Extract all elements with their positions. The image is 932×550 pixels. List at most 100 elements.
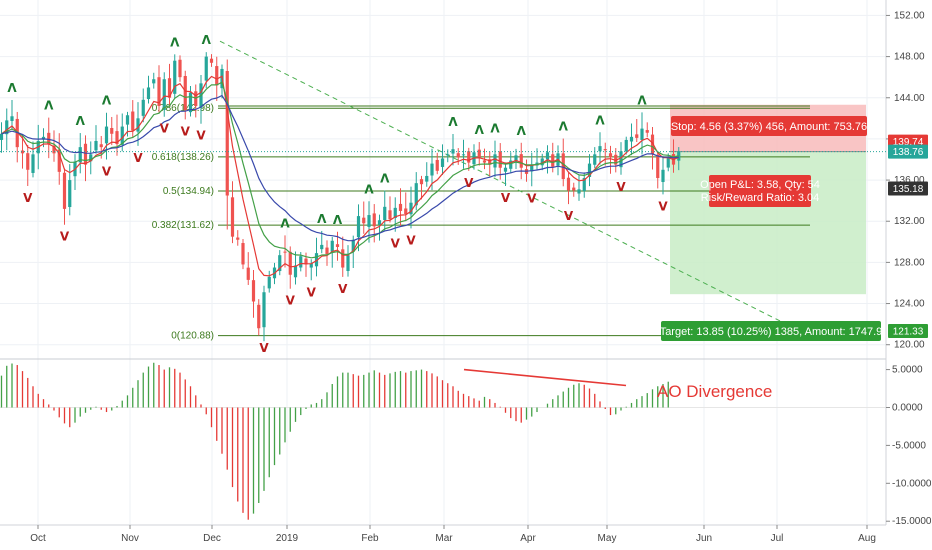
candle-body [493,154,497,168]
candle-body [57,149,61,172]
candle-body [299,256,303,268]
dashed-trendline[interactable] [219,40,806,334]
candle-body [31,154,35,173]
candle-body [509,160,513,169]
candle-body [136,118,140,132]
x-tick-label: Feb [361,533,379,544]
fractal-up-icon: Λ [595,113,605,127]
candle-body [430,163,434,176]
candle-body [209,58,214,63]
x-tick-label: Aug [858,533,876,544]
y-tick-label: 128.00 [894,257,925,268]
x-tick-label: Apr [520,533,536,544]
candle-body [383,206,387,221]
candle-body [157,77,161,106]
ao-divergence-annotation[interactable]: AO Divergence [463,368,772,401]
y-tick-label: 120.00 [894,340,925,351]
candle-body [619,151,623,168]
fractal-up-icon: Λ [76,114,86,128]
candle-body [89,154,93,162]
candle-body [0,133,4,140]
candle-body [320,244,324,250]
y-tick-label: 136.00 [894,175,925,186]
fractal-up-icon: Λ [317,212,327,226]
price-badge-label: 121.33 [893,327,924,338]
fractal-up-icon: Λ [333,213,343,227]
candle-body [152,79,156,84]
candle-body [414,183,418,206]
ao-tick-label: -15.0000 [892,516,932,527]
candle-body [167,78,172,98]
candle-body [356,216,361,238]
candle-body [99,144,103,148]
candle-body [582,178,586,191]
candle-body [367,215,371,227]
candle-body [293,265,298,278]
candle-body [20,150,25,154]
candle-body [204,56,208,81]
candle-body [178,59,182,78]
fractal-up-icon: Λ [475,123,485,137]
ao-divergence-label: AO Divergence [657,382,772,401]
stop-label: Stop: 4.56 (3.37%) 456, Amount: 753.76 [671,121,867,133]
candle-body [314,253,319,267]
candle-body [551,154,555,167]
ao-tick-label: -10.0000 [892,478,932,489]
x-tick-label: Jun [696,533,712,544]
candle-body [477,149,481,158]
fibonacci-retracement[interactable]: 0.786(142.98) 0.618(138.26) 0.5(134.94) 0.3… [152,103,810,342]
candle-body [640,128,644,140]
x-tick-label: 2019 [276,533,299,544]
candle-body [225,71,229,196]
y-tick-label: 152.00 [894,10,925,21]
candle-body [335,244,340,247]
fractal-down-icon: V [338,282,348,296]
fractal-down-icon: V [133,151,143,165]
candle-body [572,187,576,191]
candle-body [146,87,151,100]
position-labels: Stop: 4.56 (3.37%) 456, Amount: 753.76 Op… [660,116,882,341]
candle-body [514,155,518,162]
x-tick-label: Oct [30,533,46,544]
candle-body [561,153,565,180]
candle-body [230,197,235,237]
candle-body [482,160,487,163]
candle-body [5,120,9,135]
candle-body [183,75,187,111]
candle-body [246,267,250,280]
candle-body [435,159,439,171]
fractal-down-icon: V [160,122,170,136]
candle-body [577,189,581,194]
candle-body [173,60,177,94]
fractal-down-icon: V [23,191,33,205]
price-badge-label: 139.74 [893,137,924,148]
price-badge [888,181,928,196]
fractal-down-icon: V [60,230,70,244]
fractal-down-icon: V [181,124,191,138]
candle-body [661,169,665,183]
fib-level-label: 0.786(142.98) [152,103,214,114]
x-tick-label: May [598,533,617,544]
candle-body [398,203,403,211]
candle-body [388,210,392,220]
candle-body [656,154,660,179]
candle-body [461,154,466,156]
candle-body [309,263,313,268]
candle-body [325,247,329,255]
candle-body [666,157,670,168]
candle-body [104,126,109,144]
candle-body [131,111,135,131]
candle-body [467,151,471,163]
y-tick-label: 124.00 [894,299,925,310]
fractal-up-icon: Λ [448,115,458,129]
divergence-line [463,368,627,387]
x-tick-label: Nov [121,533,139,544]
candle-body [251,280,256,302]
candle-body [78,147,82,163]
stop-label-box [671,116,867,136]
candle-body [341,249,345,268]
candle-body [614,154,618,165]
